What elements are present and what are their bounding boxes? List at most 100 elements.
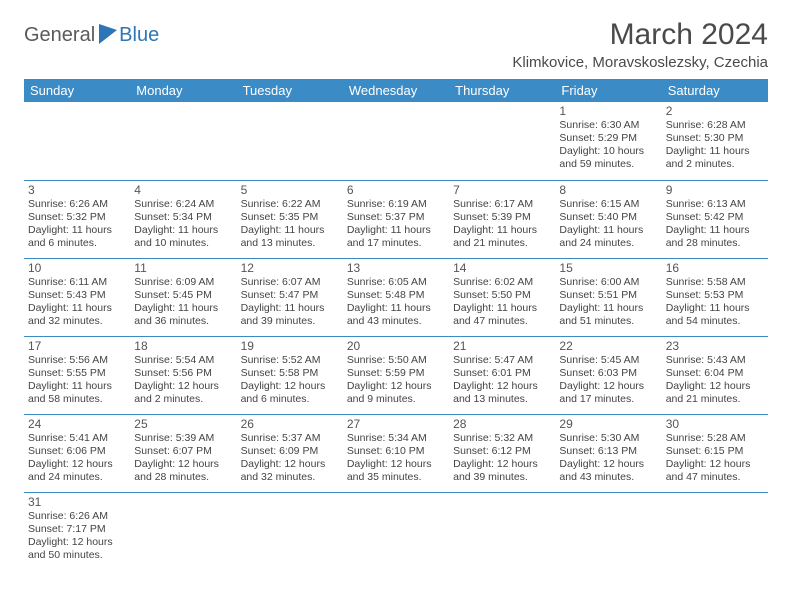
day-info: Sunrise: 6:00 AMSunset: 5:51 PMDaylight:… — [559, 276, 657, 329]
sunset-text: Sunset: 6:03 PM — [559, 367, 657, 380]
sunset-text: Sunset: 6:09 PM — [241, 445, 339, 458]
daylight-text: Daylight: 12 hours and 47 minutes. — [666, 458, 764, 484]
sunset-text: Sunset: 6:01 PM — [453, 367, 551, 380]
calendar-day-cell: 30Sunrise: 5:28 AMSunset: 6:15 PMDayligh… — [662, 414, 768, 492]
sunrise-text: Sunrise: 6:17 AM — [453, 198, 551, 211]
daylight-text: Daylight: 12 hours and 28 minutes. — [134, 458, 232, 484]
day-number: 2 — [666, 104, 764, 118]
day-number: 23 — [666, 339, 764, 353]
day-number: 28 — [453, 417, 551, 431]
daylight-text: Daylight: 10 hours and 59 minutes. — [559, 145, 657, 171]
calendar-week-row: 31Sunrise: 6:26 AMSunset: 7:17 PMDayligh… — [24, 492, 768, 570]
sunrise-text: Sunrise: 6:24 AM — [134, 198, 232, 211]
sunset-text: Sunset: 6:15 PM — [666, 445, 764, 458]
day-number: 27 — [347, 417, 445, 431]
calendar-day-cell: 18Sunrise: 5:54 AMSunset: 5:56 PMDayligh… — [130, 336, 236, 414]
daylight-text: Daylight: 12 hours and 9 minutes. — [347, 380, 445, 406]
sunset-text: Sunset: 5:50 PM — [453, 289, 551, 302]
day-number: 12 — [241, 261, 339, 275]
calendar-week-row: 1Sunrise: 6:30 AMSunset: 5:29 PMDaylight… — [24, 102, 768, 180]
calendar-empty-cell — [343, 102, 449, 180]
calendar-day-cell: 2Sunrise: 6:28 AMSunset: 5:30 PMDaylight… — [662, 102, 768, 180]
sunset-text: Sunset: 6:10 PM — [347, 445, 445, 458]
sunrise-text: Sunrise: 6:26 AM — [28, 198, 126, 211]
day-number: 14 — [453, 261, 551, 275]
day-info: Sunrise: 6:19 AMSunset: 5:37 PMDaylight:… — [347, 198, 445, 251]
calendar-empty-cell — [237, 492, 343, 570]
sunset-text: Sunset: 6:06 PM — [28, 445, 126, 458]
day-number: 9 — [666, 183, 764, 197]
sunrise-text: Sunrise: 6:00 AM — [559, 276, 657, 289]
calendar-day-cell: 21Sunrise: 5:47 AMSunset: 6:01 PMDayligh… — [449, 336, 555, 414]
calendar-day-cell: 5Sunrise: 6:22 AMSunset: 5:35 PMDaylight… — [237, 180, 343, 258]
day-info: Sunrise: 5:30 AMSunset: 6:13 PMDaylight:… — [559, 432, 657, 485]
header: General Blue March 2024 Klimkovice, Mora… — [24, 18, 768, 71]
calendar-day-cell: 17Sunrise: 5:56 AMSunset: 5:55 PMDayligh… — [24, 336, 130, 414]
day-info: Sunrise: 6:13 AMSunset: 5:42 PMDaylight:… — [666, 198, 764, 251]
day-number: 25 — [134, 417, 232, 431]
day-info: Sunrise: 6:17 AMSunset: 5:39 PMDaylight:… — [453, 198, 551, 251]
location-text: Klimkovice, Moravskoslezsky, Czechia — [512, 54, 768, 71]
sunrise-text: Sunrise: 5:37 AM — [241, 432, 339, 445]
calendar-day-cell: 27Sunrise: 5:34 AMSunset: 6:10 PMDayligh… — [343, 414, 449, 492]
daylight-text: Daylight: 11 hours and 17 minutes. — [347, 224, 445, 250]
day-number: 30 — [666, 417, 764, 431]
daylight-text: Daylight: 11 hours and 54 minutes. — [666, 302, 764, 328]
day-info: Sunrise: 5:39 AMSunset: 6:07 PMDaylight:… — [134, 432, 232, 485]
sunset-text: Sunset: 5:43 PM — [28, 289, 126, 302]
day-number: 15 — [559, 261, 657, 275]
daylight-text: Daylight: 12 hours and 24 minutes. — [28, 458, 126, 484]
calendar-day-cell: 31Sunrise: 6:26 AMSunset: 7:17 PMDayligh… — [24, 492, 130, 570]
sunset-text: Sunset: 6:04 PM — [666, 367, 764, 380]
day-info: Sunrise: 5:47 AMSunset: 6:01 PMDaylight:… — [453, 354, 551, 407]
calendar-day-cell: 24Sunrise: 5:41 AMSunset: 6:06 PMDayligh… — [24, 414, 130, 492]
sunrise-text: Sunrise: 5:34 AM — [347, 432, 445, 445]
weekday-header: Thursday — [449, 79, 555, 102]
sunrise-text: Sunrise: 6:30 AM — [559, 119, 657, 132]
logo: General Blue — [24, 24, 159, 47]
day-number: 18 — [134, 339, 232, 353]
calendar-empty-cell — [555, 492, 661, 570]
calendar-day-cell: 26Sunrise: 5:37 AMSunset: 6:09 PMDayligh… — [237, 414, 343, 492]
calendar-day-cell: 23Sunrise: 5:43 AMSunset: 6:04 PMDayligh… — [662, 336, 768, 414]
sunrise-text: Sunrise: 5:50 AM — [347, 354, 445, 367]
day-number: 13 — [347, 261, 445, 275]
day-info: Sunrise: 5:37 AMSunset: 6:09 PMDaylight:… — [241, 432, 339, 485]
sunset-text: Sunset: 6:07 PM — [134, 445, 232, 458]
logo-text-blue: Blue — [119, 24, 159, 47]
sunset-text: Sunset: 5:34 PM — [134, 211, 232, 224]
daylight-text: Daylight: 11 hours and 36 minutes. — [134, 302, 232, 328]
calendar-day-cell: 11Sunrise: 6:09 AMSunset: 5:45 PMDayligh… — [130, 258, 236, 336]
daylight-text: Daylight: 11 hours and 10 minutes. — [134, 224, 232, 250]
sunrise-text: Sunrise: 6:09 AM — [134, 276, 232, 289]
sunset-text: Sunset: 5:47 PM — [241, 289, 339, 302]
daylight-text: Daylight: 11 hours and 47 minutes. — [453, 302, 551, 328]
day-number: 4 — [134, 183, 232, 197]
calendar-day-cell: 8Sunrise: 6:15 AMSunset: 5:40 PMDaylight… — [555, 180, 661, 258]
sunrise-text: Sunrise: 5:41 AM — [28, 432, 126, 445]
sunrise-text: Sunrise: 5:45 AM — [559, 354, 657, 367]
calendar-empty-cell — [237, 102, 343, 180]
day-info: Sunrise: 6:07 AMSunset: 5:47 PMDaylight:… — [241, 276, 339, 329]
daylight-text: Daylight: 12 hours and 43 minutes. — [559, 458, 657, 484]
sunset-text: Sunset: 5:59 PM — [347, 367, 445, 380]
sunrise-text: Sunrise: 5:47 AM — [453, 354, 551, 367]
sunrise-text: Sunrise: 6:11 AM — [28, 276, 126, 289]
calendar-empty-cell — [449, 102, 555, 180]
logo-text-general: General — [24, 24, 95, 47]
calendar-table: SundayMondayTuesdayWednesdayThursdayFrid… — [24, 79, 768, 570]
sunset-text: Sunset: 5:53 PM — [666, 289, 764, 302]
day-info: Sunrise: 6:02 AMSunset: 5:50 PMDaylight:… — [453, 276, 551, 329]
day-number: 26 — [241, 417, 339, 431]
day-number: 10 — [28, 261, 126, 275]
day-info: Sunrise: 6:22 AMSunset: 5:35 PMDaylight:… — [241, 198, 339, 251]
daylight-text: Daylight: 11 hours and 6 minutes. — [28, 224, 126, 250]
calendar-day-cell: 22Sunrise: 5:45 AMSunset: 6:03 PMDayligh… — [555, 336, 661, 414]
day-number: 19 — [241, 339, 339, 353]
sunset-text: Sunset: 5:35 PM — [241, 211, 339, 224]
calendar-header-row: SundayMondayTuesdayWednesdayThursdayFrid… — [24, 79, 768, 102]
logo-triangle-icon — [99, 24, 117, 44]
sunrise-text: Sunrise: 5:32 AM — [453, 432, 551, 445]
daylight-text: Daylight: 11 hours and 43 minutes. — [347, 302, 445, 328]
calendar-day-cell: 14Sunrise: 6:02 AMSunset: 5:50 PMDayligh… — [449, 258, 555, 336]
